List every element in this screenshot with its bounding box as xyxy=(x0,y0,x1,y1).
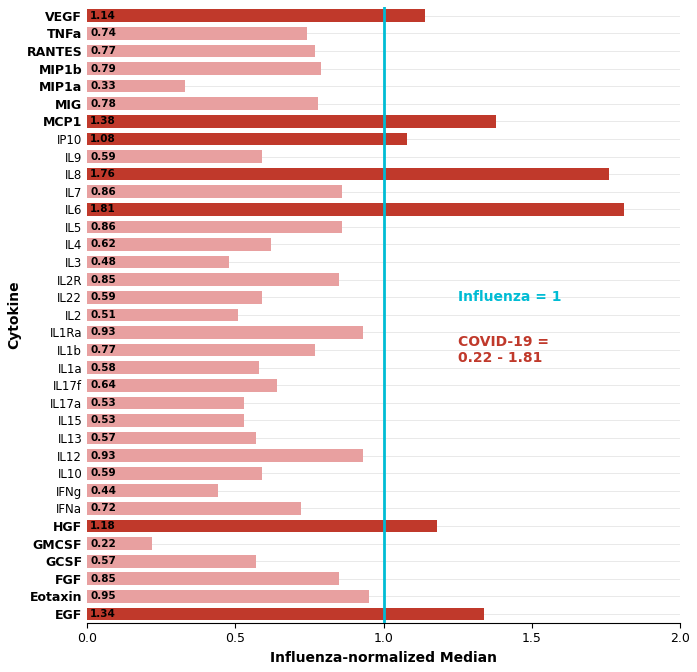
Bar xyxy=(87,362,259,374)
Bar xyxy=(87,62,321,75)
Text: 0.79: 0.79 xyxy=(90,64,116,73)
Bar xyxy=(87,396,244,409)
Text: 1.18: 1.18 xyxy=(90,521,116,531)
Text: 0.57: 0.57 xyxy=(90,556,116,566)
Bar xyxy=(87,115,496,128)
X-axis label: Influenza-normalized Median: Influenza-normalized Median xyxy=(270,651,497,665)
Text: 0.93: 0.93 xyxy=(90,451,116,460)
Text: 0.59: 0.59 xyxy=(90,151,116,161)
Bar xyxy=(87,291,262,304)
Bar xyxy=(87,343,316,356)
Text: 0.53: 0.53 xyxy=(90,415,116,425)
Text: 0.72: 0.72 xyxy=(90,503,116,513)
Text: 0.51: 0.51 xyxy=(90,310,116,320)
Text: COVID-19 =
0.22 - 1.81: COVID-19 = 0.22 - 1.81 xyxy=(458,335,549,365)
Bar xyxy=(87,555,256,568)
Text: 0.95: 0.95 xyxy=(90,591,116,601)
Bar xyxy=(87,538,153,550)
Bar xyxy=(87,220,342,233)
Bar xyxy=(87,502,300,515)
Text: 0.58: 0.58 xyxy=(90,363,116,373)
Text: 0.48: 0.48 xyxy=(90,257,116,267)
Bar xyxy=(87,379,277,392)
Text: 1.76: 1.76 xyxy=(90,169,116,179)
Bar xyxy=(87,168,609,181)
Bar xyxy=(87,326,363,339)
Text: 1.81: 1.81 xyxy=(90,204,116,214)
Bar xyxy=(87,431,256,444)
Bar xyxy=(87,519,437,532)
Text: 0.22: 0.22 xyxy=(90,538,116,548)
Bar xyxy=(87,274,339,286)
Text: 0.59: 0.59 xyxy=(90,292,116,302)
Bar xyxy=(87,203,624,216)
Text: 0.86: 0.86 xyxy=(90,222,116,232)
Bar xyxy=(87,185,342,198)
Text: 1.08: 1.08 xyxy=(90,134,116,144)
Text: 0.77: 0.77 xyxy=(90,345,116,355)
Text: 0.62: 0.62 xyxy=(90,239,116,249)
Bar xyxy=(87,467,262,480)
Bar xyxy=(87,590,369,603)
Text: 0.33: 0.33 xyxy=(90,81,116,91)
Bar xyxy=(87,414,244,427)
Bar xyxy=(87,150,262,163)
Text: 0.53: 0.53 xyxy=(90,398,116,408)
Text: 1.14: 1.14 xyxy=(90,11,116,21)
Text: 0.86: 0.86 xyxy=(90,187,116,197)
Bar xyxy=(87,607,484,620)
Bar xyxy=(87,450,363,462)
Bar xyxy=(87,9,425,22)
Bar xyxy=(87,80,185,93)
Text: 0.78: 0.78 xyxy=(90,99,116,109)
Bar xyxy=(87,44,316,57)
Bar xyxy=(87,238,271,251)
Text: 0.59: 0.59 xyxy=(90,468,116,478)
Bar xyxy=(87,132,407,145)
Bar xyxy=(87,256,229,268)
Text: 0.85: 0.85 xyxy=(90,574,116,584)
Bar xyxy=(87,485,217,497)
Text: 0.85: 0.85 xyxy=(90,275,116,285)
Bar xyxy=(87,27,307,40)
Text: 0.77: 0.77 xyxy=(90,46,116,56)
Text: 1.34: 1.34 xyxy=(90,609,116,619)
Bar xyxy=(87,97,319,110)
Text: Influenza = 1: Influenza = 1 xyxy=(458,290,561,304)
Text: 1.38: 1.38 xyxy=(90,116,116,126)
Text: 0.74: 0.74 xyxy=(90,28,116,38)
Text: 0.44: 0.44 xyxy=(90,486,116,496)
Bar xyxy=(87,308,238,321)
Bar xyxy=(87,573,339,585)
Text: 0.57: 0.57 xyxy=(90,433,116,443)
Y-axis label: Cytokine: Cytokine xyxy=(7,280,21,349)
Text: 0.93: 0.93 xyxy=(90,327,116,337)
Text: 0.64: 0.64 xyxy=(90,380,116,390)
